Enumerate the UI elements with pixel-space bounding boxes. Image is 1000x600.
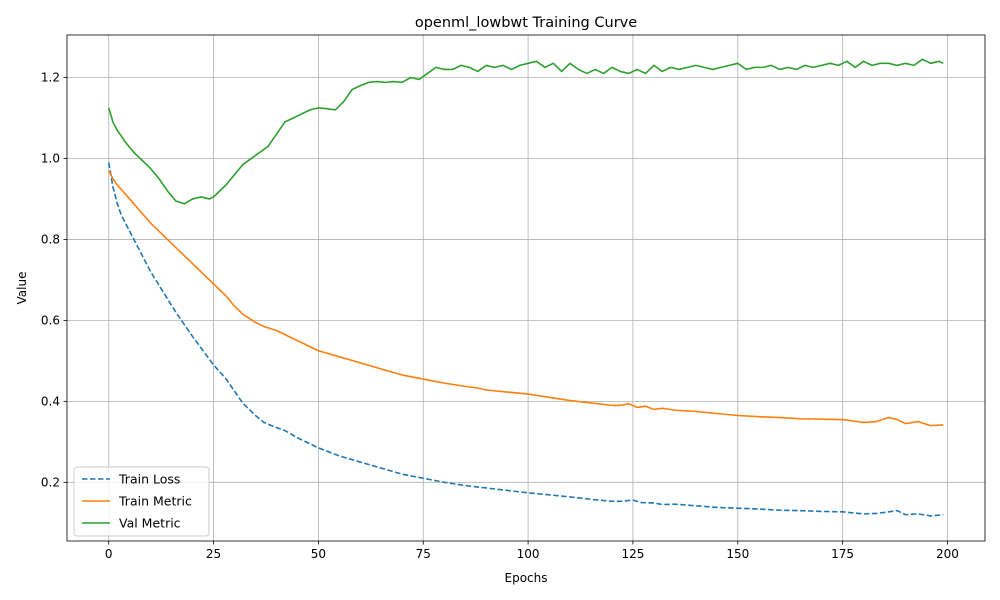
plot-lines: [107, 58, 944, 517]
train-metric-line: [108, 170, 944, 427]
y-tick-label: 1.2: [41, 71, 60, 85]
x-axis-title: Epochs: [505, 571, 548, 585]
x-tick-label: 150: [726, 547, 749, 561]
grid: [67, 35, 985, 541]
plot-frame: [66, 34, 986, 542]
train-loss-line: [107, 162, 944, 517]
train-loss-legend-label: Train Loss: [118, 472, 180, 487]
legend-box: [73, 466, 210, 537]
x-tick-label: 25: [206, 547, 221, 561]
y-tick-label: 0.4: [41, 395, 60, 409]
y-tick-label: 1.0: [41, 152, 60, 166]
y-axis-title: Value: [15, 272, 29, 305]
y-tick-label: 0.6: [41, 314, 60, 328]
chart-title: openml_lowbwt Training Curve: [415, 15, 637, 31]
train-metric-legend-label: Train Metric: [118, 494, 192, 509]
x-tick-label: 75: [416, 547, 431, 561]
x-tick-label: 50: [311, 547, 326, 561]
x-tick-label: 125: [621, 547, 644, 561]
legend: Train Loss Train Metric Val Metric: [73, 466, 210, 537]
y-tick-label: 0.2: [41, 476, 60, 490]
val-metric-legend-label: Val Metric: [119, 516, 181, 531]
axis-ticks: 0 25 50 75 100 125 150 175 200 0.2 0.4 0.6 0.8 1.0 1.2: [41, 71, 959, 561]
x-tick-label: 200: [936, 547, 959, 561]
x-tick-label: 100: [517, 547, 540, 561]
x-tick-label: 0: [105, 547, 113, 561]
val-metric-line: [107, 58, 944, 205]
x-tick-label: 175: [831, 547, 854, 561]
y-tick-label: 0.8: [41, 233, 60, 247]
